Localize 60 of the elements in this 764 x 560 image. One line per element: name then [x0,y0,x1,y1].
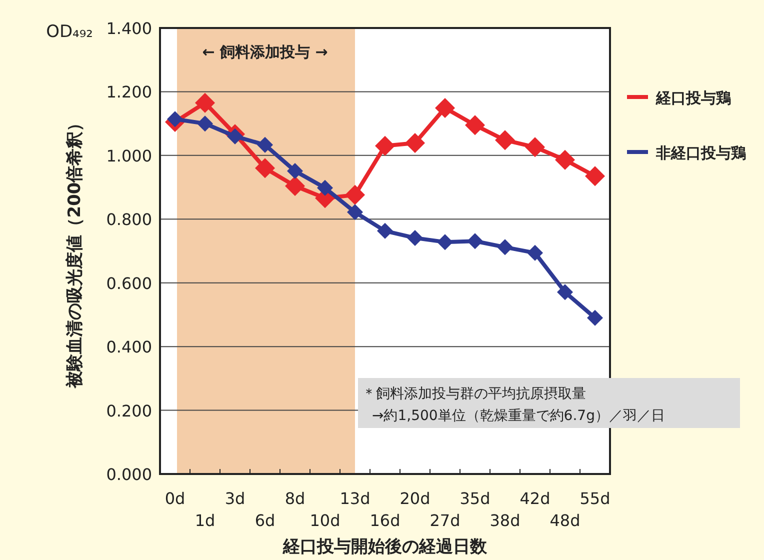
x-tick-label: 16d [370,511,400,530]
x-tick-label: 42d [520,489,550,508]
point [525,137,545,158]
x-tick-label: 38d [490,511,520,530]
point [435,98,455,118]
x-tick-label: 6d [254,511,276,530]
y-tick-label: 0.400 [106,338,152,357]
x-tick-label: 20d [400,489,430,508]
y-axis-title: 被験血清の吸光度値（200倍希釈） [65,114,85,389]
y2-axis-title: OD₄₉₂ [46,22,93,42]
x-tick-label: 8d [284,489,306,508]
point [377,222,393,239]
point [257,136,273,153]
y-tick-label: 1.200 [106,82,152,102]
legend-label: 非経口投与鶏 [655,144,746,162]
point [255,158,275,178]
point [527,244,543,261]
x-tick-label: 3d [224,489,246,508]
y-tick-label: 1.000 [106,146,152,166]
point [495,130,515,150]
point [555,150,575,170]
annotation: →約1,500単位（乾燥重量で約6.7g）／羽／日 [372,408,665,424]
band-label: ← 飼料添加投与 → [202,43,328,61]
x-tick-label: 55d [580,489,610,508]
point [195,92,215,113]
annotation: ＊飼料添加投与群の平均抗原摂取量 [362,386,586,402]
x-tick-label: 13d [340,489,370,508]
point [405,133,425,154]
y-tick-label: 0.600 [106,274,152,293]
y-tick-label: 0.000 [106,465,152,484]
point [167,111,183,128]
point [465,115,485,136]
point [285,176,305,196]
point [375,136,395,156]
x-tick-label: 10d [310,511,340,530]
note: ＊飼料添加投与群の平均抗原摂取量 →約1,500単位（乾燥重量で約6.7g）／羽／日 [358,378,740,428]
point [557,284,573,300]
x-axis-title: 経口投与開始後の経過日数 [282,537,488,557]
point [345,184,365,205]
legend-label: 経口投与鶏 [655,89,731,107]
point [467,233,483,250]
x-tick-label: 35d [460,489,490,508]
x-tick-label: 48d [550,511,580,530]
x-tick-label: 1d [194,511,216,530]
point [227,128,243,144]
point [317,180,333,196]
y-tick-label: 0.800 [106,210,152,230]
point [347,204,363,220]
point [587,310,603,326]
y-tick-label: 0.200 [106,401,152,420]
point [437,234,453,250]
x-tick-label: 0d [164,489,186,508]
x-tick-label: 27d [430,511,460,530]
band: ← 飼料添加投与 → [177,28,355,474]
y-tick-label: 1.400 [106,19,152,38]
point [585,166,605,186]
point [287,163,303,180]
point [197,116,213,132]
point [407,230,423,246]
point [497,239,513,256]
